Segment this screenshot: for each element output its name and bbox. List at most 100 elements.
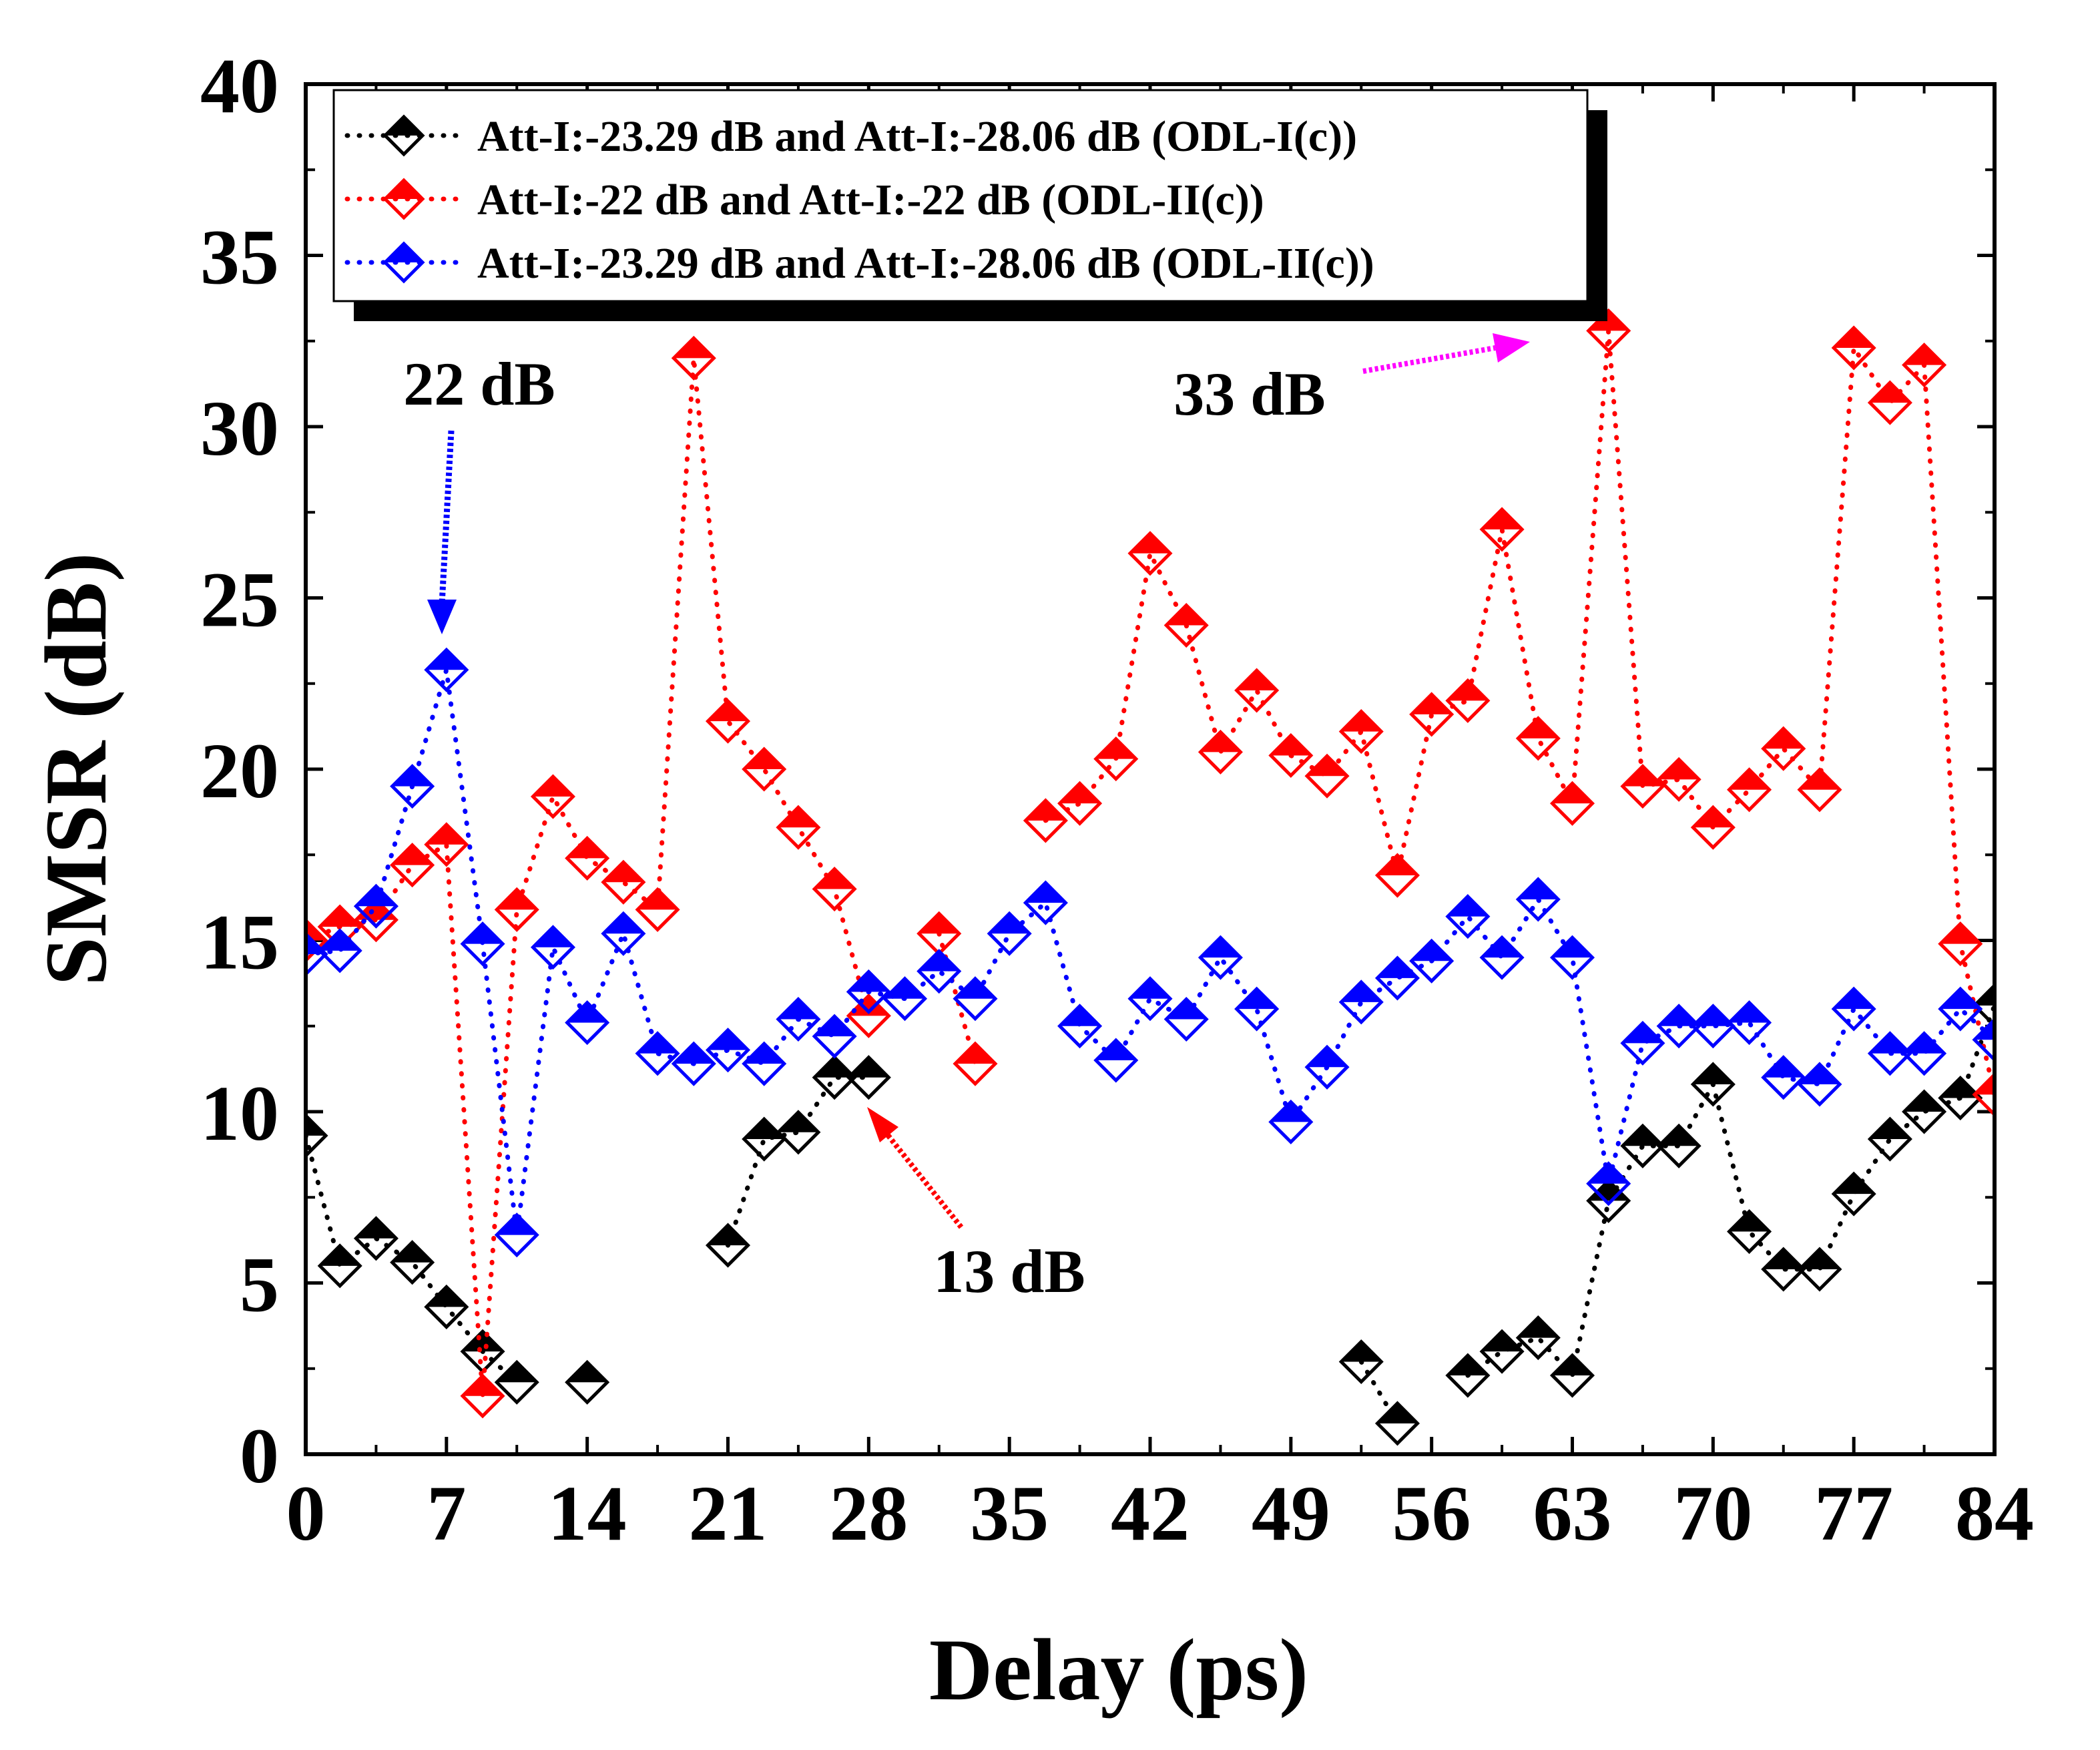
data-point-blue [1867, 1031, 1912, 1076]
plot-frame [304, 82, 1997, 1456]
data-point-red-fill [1166, 605, 1207, 626]
data-point-black [1761, 1247, 1806, 1292]
data-point-blue [1902, 1031, 1947, 1076]
x-tick-label: 63 [1533, 1470, 1612, 1557]
x-tick-label: 0 [286, 1470, 326, 1557]
data-point-blue-outline [987, 911, 1032, 956]
data-point-red [494, 887, 539, 932]
data-point-blue-fill [1236, 989, 1277, 1010]
data-point-blue [1761, 1055, 1806, 1100]
data-point-blue-fill [1059, 1006, 1100, 1026]
data-point-blue [916, 949, 962, 994]
data-point-red-outline [1304, 753, 1350, 799]
data-point-blue-fill [1834, 989, 1874, 1010]
data-point-red [705, 698, 751, 744]
legend-marker-blue-fill [385, 244, 423, 262]
data-point-black-outline [2011, 1058, 2051, 1098]
data-point-black [776, 1110, 821, 1155]
data-point-black [565, 1359, 610, 1405]
data-point-black-fill [567, 1362, 607, 1383]
data-point-red [1797, 767, 1842, 813]
data-point-blue-fill [814, 1016, 855, 1037]
y-tick-label: 20 [200, 727, 279, 815]
data-point-blue-outline [494, 1213, 539, 1258]
data-point-blue-fill [778, 999, 818, 1020]
series-line-red [1043, 331, 1995, 1098]
data-point-blue-outline [1093, 1038, 1139, 1083]
data-point-blue-outline [390, 764, 435, 809]
data-point-blue-outline [1656, 1004, 1701, 1049]
data-point-black [1374, 1401, 1420, 1446]
data-point-black [1902, 1089, 1947, 1134]
data-point-black-outline [1338, 1339, 1384, 1385]
data-point-red-fill [1799, 769, 1840, 790]
data-point-red [1727, 767, 1772, 813]
data-point-red-fill [2011, 1058, 2051, 1078]
data-point-red [1445, 678, 1491, 723]
data-point-red [846, 993, 891, 1038]
y-tick-label: 5 [240, 1241, 279, 1329]
data-point-blue [1972, 1017, 1995, 1062]
data-point-blue-fill [1763, 1057, 1804, 1078]
data-point-black-outline [1374, 1401, 1420, 1446]
data-point-blue-fill [1552, 937, 1593, 958]
series-line-black [1465, 1000, 1995, 1381]
data-point-blue [1127, 976, 1173, 1022]
data-point-black-fill [708, 1225, 748, 1246]
data-point-blue-outline [776, 996, 821, 1042]
data-point-blue-fill [1588, 1163, 1629, 1184]
data-point-red [1268, 732, 1314, 779]
data-point-black [1586, 1178, 1631, 1223]
data-point-red-fill [1588, 310, 1629, 331]
data-point-blue-outline [1972, 1017, 1995, 1062]
x-tick-label: 35 [970, 1470, 1049, 1557]
legend-marker-red-outline [382, 178, 425, 220]
y-tick-label: 35 [200, 214, 279, 301]
data-point-blue-fill [1799, 1064, 1840, 1084]
data-point-black-fill [1834, 1174, 1874, 1194]
data-point-red-fill [637, 889, 678, 910]
data-point-blue-outline [424, 647, 469, 692]
data-point-blue-fill [1904, 1033, 1944, 1054]
data-point-blue-fill [1870, 1033, 1910, 1054]
data-point-black [1797, 1247, 1842, 1292]
data-point-blue-fill [567, 1002, 607, 1023]
data-point-red [953, 1041, 998, 1086]
data-point-blue-outline [1338, 979, 1384, 1025]
data-point-red-outline [1057, 781, 1103, 826]
legend-marker-black-fill [385, 117, 423, 136]
data-point-blue-fill [637, 1033, 678, 1054]
data-point-red-outline [1797, 767, 1842, 813]
data-point-red [1620, 764, 1665, 809]
data-point-blue [846, 969, 891, 1014]
data-point-blue [1198, 935, 1243, 980]
data-point-red-fill [603, 862, 643, 883]
data-point-red-outline [1902, 343, 1947, 388]
data-point-black-outline [1479, 1329, 1525, 1374]
data-point-black-fill [1763, 1249, 1804, 1269]
legend-marker-red-fill [385, 180, 423, 199]
data-point-blue [953, 976, 998, 1022]
data-point-red-fill [1095, 738, 1136, 759]
data-point-black-outline [1867, 1116, 1912, 1162]
data-point-red-outline [742, 746, 787, 792]
data-point-blue-outline [1374, 955, 1420, 1001]
data-point-black-fill [463, 1331, 503, 1352]
data-point-red [1304, 753, 1350, 799]
data-point-blue-fill [708, 1030, 748, 1050]
data-point-red-fill [1518, 718, 1559, 738]
x-tick-label: 28 [829, 1470, 908, 1557]
data-point-blue-fill [1518, 879, 1559, 899]
x-tick-label: 77 [1814, 1470, 1893, 1557]
data-point-red-outline [1690, 805, 1736, 850]
data-point-red-fill [1200, 732, 1241, 752]
data-point-blue [742, 1041, 787, 1086]
data-point-blue-fill [1940, 989, 1981, 1010]
data-point-blue-outline [1620, 1020, 1665, 1066]
annotation-13db: 13 dB [933, 1237, 1085, 1305]
data-point-blue-outline [1515, 877, 1561, 922]
arrow-33db-head [1493, 333, 1530, 363]
data-point-black [1445, 1353, 1491, 1398]
data-point-red [1409, 692, 1455, 737]
data-point-black-fill [1659, 1126, 1699, 1146]
